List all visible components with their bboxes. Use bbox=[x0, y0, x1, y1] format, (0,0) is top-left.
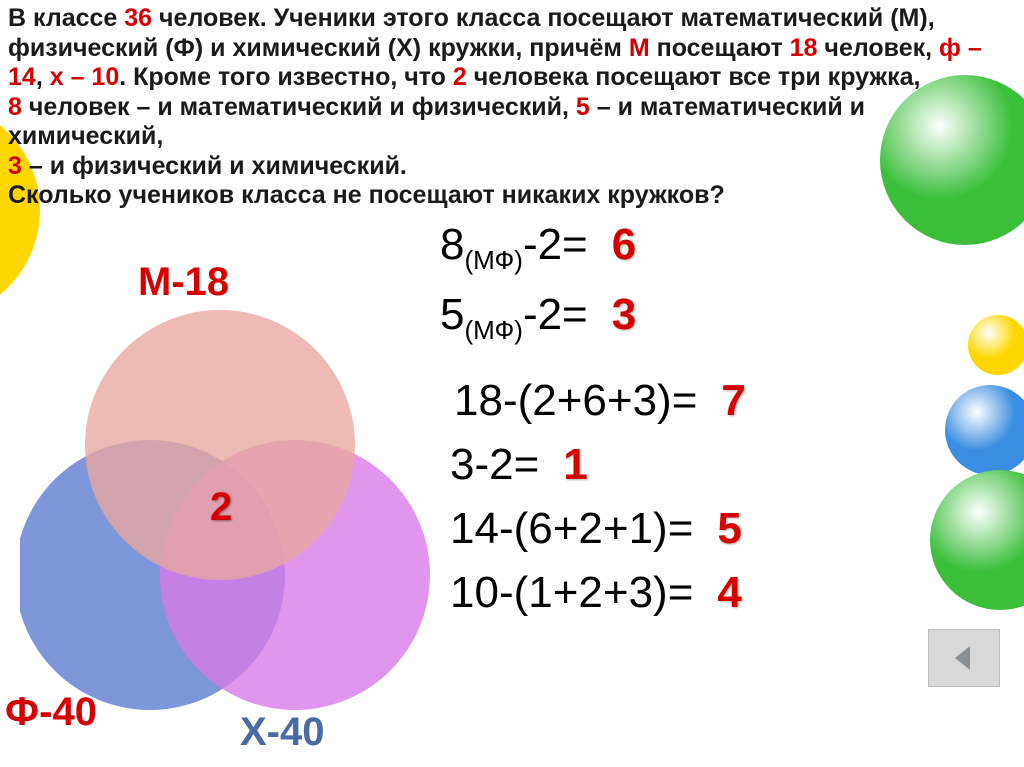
nav-back-button[interactable] bbox=[928, 629, 1000, 687]
problem-span: 5 bbox=[576, 93, 590, 121]
equation-row: 14-(6+2+1)= 5 bbox=[450, 504, 1000, 554]
equation-row: 5(МФ)-2= 3 bbox=[440, 290, 1000, 346]
venn-circle-m bbox=[85, 310, 355, 580]
equation-expression: 10-(1+2+3)= bbox=[450, 568, 693, 618]
venn-label-x: Х-40 bbox=[240, 710, 325, 755]
equation-expression: 8(МФ)-2= bbox=[440, 220, 588, 276]
problem-span: Сколько учеников класса не посещают ника… bbox=[8, 181, 725, 209]
arrow-left-icon bbox=[946, 640, 982, 676]
equation-row: 8(МФ)-2= 6 bbox=[440, 220, 1000, 276]
equation-result: 4 bbox=[717, 568, 741, 618]
problem-span: 2 bbox=[453, 63, 467, 91]
equation-row: 10-(1+2+3)= 4 bbox=[450, 568, 1000, 618]
equation-result: 6 bbox=[612, 220, 636, 270]
equations-block: 8(МФ)-2= 6 5(МФ)-2= 3 18-(2+6+3)= 7 3-2= 1 14-(6… bbox=[440, 220, 1000, 632]
venn-center-value: 2 bbox=[210, 485, 232, 530]
equation-result: 3 bbox=[612, 290, 636, 340]
problem-span: человек, bbox=[817, 34, 939, 62]
venn-label-m: М-18 bbox=[138, 260, 229, 305]
equation-expression: 14-(6+2+1)= bbox=[450, 504, 693, 554]
equation-expression: 18-(2+6+3)= bbox=[454, 376, 697, 426]
problem-span: . Кроме того известно, что bbox=[119, 63, 453, 91]
problem-span: х – 10 bbox=[50, 63, 120, 91]
problem-span: – и физический и химический. bbox=[22, 152, 407, 180]
problem-span: 3 bbox=[8, 152, 22, 180]
problem-span: , bbox=[36, 63, 50, 91]
equation-row: 3-2= 1 bbox=[450, 440, 1000, 490]
equation-expression: 3-2= bbox=[450, 440, 539, 490]
equation-result: 1 bbox=[563, 440, 587, 490]
equation-row: 18-(2+6+3)= 7 bbox=[454, 376, 1000, 426]
problem-text: В классе 36 человек. Ученики этого класс… bbox=[8, 4, 1008, 211]
problem-span: 8 bbox=[8, 93, 22, 121]
problem-span: посещают bbox=[650, 34, 790, 62]
equation-result: 5 bbox=[717, 504, 741, 554]
equation-expression: 5(МФ)-2= bbox=[440, 290, 588, 346]
equation-result: 7 bbox=[721, 376, 745, 426]
problem-span: 36 bbox=[124, 4, 152, 32]
problem-span: 18 bbox=[790, 34, 818, 62]
venn-diagram: М-18 Ф-40 Х-40 2 bbox=[20, 300, 440, 740]
venn-label-f: Ф-40 bbox=[5, 690, 97, 735]
problem-span: человек – и математический и физический, bbox=[22, 93, 576, 121]
problem-span: человека посещают все три кружка, bbox=[467, 63, 921, 91]
problem-span: В классе bbox=[8, 4, 124, 32]
problem-span: М bbox=[629, 34, 650, 62]
